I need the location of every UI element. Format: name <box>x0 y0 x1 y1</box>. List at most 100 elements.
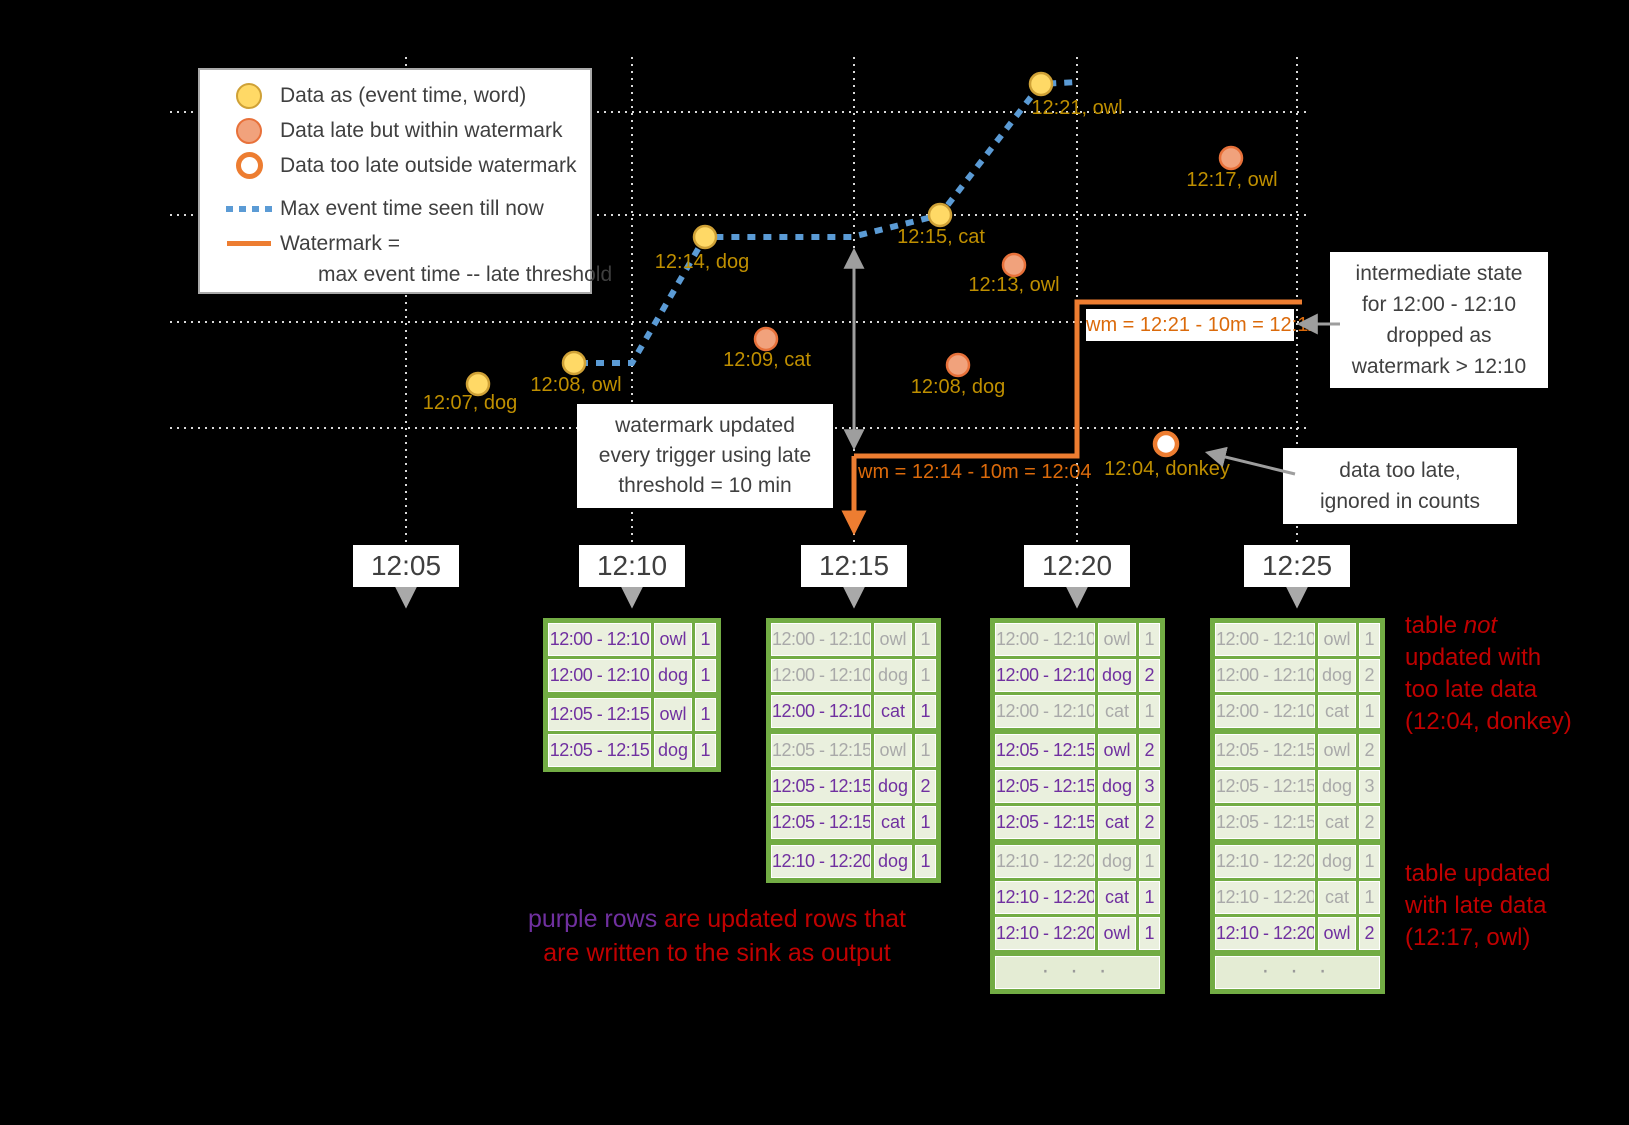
word-cell: cat <box>1098 881 1136 914</box>
table-row: 12:00 - 12:10 owl 1 <box>771 623 936 656</box>
count-cell: 1 <box>915 845 936 878</box>
word-cell: dog <box>1318 770 1356 803</box>
callout-line: ignored in counts <box>1320 490 1480 513</box>
table-row: 12:00 - 12:10 owl 1 <box>995 623 1160 656</box>
note-line: (12:17, owl) <box>1405 924 1531 951</box>
axis-label-2: 12:15 <box>801 545 907 587</box>
point-label: 12:13, owl <box>968 274 1059 296</box>
sink-note-line2: are written to the sink as output <box>543 939 891 967</box>
legend-item-late-within: Data late but within watermark <box>218 113 584 148</box>
legend-watermark-formula: max event time -- late threshold <box>318 263 613 286</box>
point-on-time <box>1028 71 1054 97</box>
count-cell: 2 <box>1139 806 1160 839</box>
word-cell: owl <box>874 734 912 767</box>
window-cell: 12:05 - 12:15 <box>548 698 651 731</box>
table-row: 12:00 - 12:10 dog 1 <box>548 659 716 692</box>
legend-item-watermark: Watermark = <box>218 226 584 261</box>
note-line: too late data <box>1405 676 1538 703</box>
count-cell: 1 <box>1139 845 1160 878</box>
callout-line: for 12:00 - 12:10 <box>1361 293 1517 316</box>
count-cell: 3 <box>1359 770 1380 803</box>
word-cell: dog <box>1318 659 1356 692</box>
window-cell: 12:05 - 12:15 <box>995 806 1095 839</box>
point-label: 12:08, dog <box>911 376 1006 398</box>
word-cell: owl <box>1318 623 1356 656</box>
word-cell: cat <box>874 695 912 728</box>
point-label: 12:08, owl <box>530 374 621 396</box>
sink-output-note: purple rows are updated rows that are wr… <box>497 902 937 970</box>
table-row: 12:00 - 12:10 cat 1 <box>1215 695 1380 728</box>
table-row: 12:00 - 12:10 owl 1 <box>1215 623 1380 656</box>
word-cell: cat <box>874 806 912 839</box>
table-row: 12:05 - 12:15 owl 2 <box>1215 734 1380 767</box>
more-rows-ellipsis: · · · <box>1215 956 1380 989</box>
axis-label-3: 12:20 <box>1024 545 1130 587</box>
late-dot-icon <box>218 117 280 144</box>
word-cell: owl <box>1098 917 1136 950</box>
count-cell: 2 <box>915 770 936 803</box>
count-cell: 2 <box>1139 734 1160 767</box>
word-cell: owl <box>1098 734 1136 767</box>
legend-label: Data too late outside watermark <box>280 153 577 177</box>
table-row: 12:05 - 12:15 cat 2 <box>995 806 1160 839</box>
window-cell: 12:00 - 12:10 <box>771 659 871 692</box>
count-cell: 1 <box>1139 881 1160 914</box>
callout-line: watermark updated <box>615 414 795 437</box>
sink-note-line1: are updated rows that <box>657 905 906 933</box>
word-cell: dog <box>1318 845 1356 878</box>
window-cell: 12:05 - 12:15 <box>1215 734 1315 767</box>
point-label: 12:17, owl <box>1186 169 1277 191</box>
word-cell: dog <box>1098 770 1136 803</box>
axis-label-4: 12:25 <box>1244 545 1350 587</box>
table-row: 12:05 - 12:15 dog 2 <box>771 770 936 803</box>
max-event-time-line <box>580 79 1079 366</box>
dotted-blue-line-icon <box>218 205 280 212</box>
window-cell: 12:00 - 12:10 <box>771 695 871 728</box>
window-cell: 12:05 - 12:15 <box>548 734 651 767</box>
word-cell: owl <box>654 698 692 731</box>
window-cell: 12:10 - 12:20 <box>1215 917 1315 950</box>
callout-line: every trigger using late <box>598 444 812 467</box>
legend-label: Data late but within watermark <box>280 118 563 142</box>
table-row: 12:10 - 12:20 cat 1 <box>995 881 1160 914</box>
orange-line-icon <box>218 241 280 246</box>
word-cell: dog <box>874 845 912 878</box>
word-cell: cat <box>1098 695 1136 728</box>
point-label: 12:04, donkey <box>1104 458 1230 480</box>
point-label: 12:15, cat <box>897 226 985 248</box>
window-cell: 12:00 - 12:10 <box>995 623 1095 656</box>
point-on-time <box>561 350 587 376</box>
table-row: 12:00 - 12:10 cat 1 <box>995 695 1160 728</box>
on-time-dot-icon <box>218 82 280 109</box>
callout-line: threshold = 10 min <box>618 474 792 497</box>
count-cell: 1 <box>1359 623 1380 656</box>
point-late-within-watermark <box>1001 252 1027 278</box>
window-cell: 12:05 - 12:15 <box>995 734 1095 767</box>
count-cell: 2 <box>1359 734 1380 767</box>
table-row: 12:00 - 12:10 dog 1 <box>771 659 936 692</box>
table-row: 12:00 - 12:10 cat 1 <box>771 695 936 728</box>
word-cell: owl <box>1318 917 1356 950</box>
count-cell: 1 <box>915 695 936 728</box>
watermark-value-label-1: wm = 12:14 - 10m = 12:04 <box>858 461 1092 483</box>
table-row: 12:10 - 12:20 owl 1 <box>995 917 1160 950</box>
callout-line: watermark > 12:10 <box>1351 355 1527 378</box>
result-table-12:15: 12:00 - 12:10 owl 1 12:00 - 12:10 dog 1 12:00 … <box>766 618 941 883</box>
legend-label: Max event time seen till now <box>280 196 544 220</box>
count-cell: 1 <box>1139 695 1160 728</box>
point-on-time <box>927 202 953 228</box>
count-cell: 1 <box>915 806 936 839</box>
window-cell: 12:05 - 12:15 <box>995 770 1095 803</box>
window-cell: 12:00 - 12:10 <box>1215 695 1315 728</box>
legend-item-on-time: Data as (event time, word) <box>218 78 584 113</box>
callout-line: data too late, <box>1339 459 1461 482</box>
table-row: 12:05 - 12:15 owl 1 <box>548 698 716 731</box>
word-cell: cat <box>1098 806 1136 839</box>
legend-item-too-late: Data too late outside watermark <box>218 148 584 183</box>
table-row: 12:10 - 12:20 cat 1 <box>1215 881 1380 914</box>
count-cell: 1 <box>1139 623 1160 656</box>
table-row: 12:05 - 12:15 owl 2 <box>995 734 1160 767</box>
watermark-value-label-2: wm = 12:21 - 10m = 12:11 <box>1086 309 1318 341</box>
point-late-within-watermark <box>1218 145 1244 171</box>
